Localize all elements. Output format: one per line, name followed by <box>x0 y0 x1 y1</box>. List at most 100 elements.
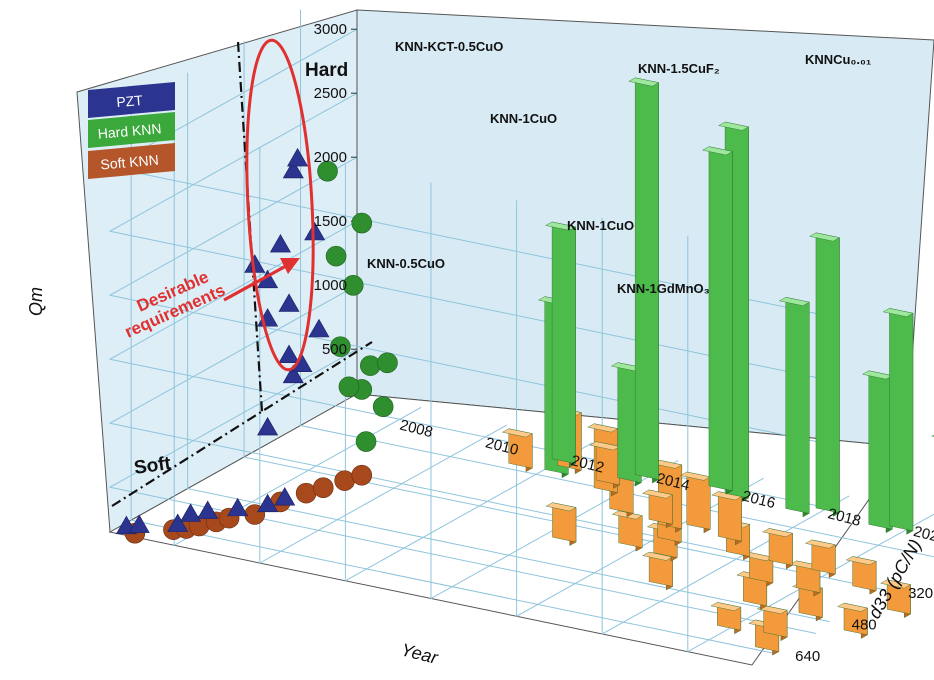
z-tick-label: 500 <box>322 341 347 358</box>
pzt-point <box>128 514 150 533</box>
soft-knn-bar <box>762 528 794 570</box>
z-axis-title: Qm <box>26 287 46 316</box>
hard-knn-bar-top <box>628 77 660 87</box>
pzt-point <box>278 293 300 312</box>
pzt-point <box>278 344 300 363</box>
legend-swatch <box>88 82 175 118</box>
z-gridline <box>108 284 817 570</box>
x-axis-title: Year <box>399 639 441 668</box>
pzt-point <box>269 234 291 253</box>
soft-knn-bar-top <box>845 556 877 566</box>
pzt-point <box>257 416 279 436</box>
pzt-point <box>227 497 249 517</box>
soft-knn-bar <box>545 502 577 546</box>
pzt-point <box>282 364 304 384</box>
soft-knn-bar-top <box>642 551 674 561</box>
desirable-arrow <box>223 264 287 302</box>
hard-knn-bar <box>882 308 914 535</box>
pzt-point <box>274 487 296 506</box>
hard-knn-bar <box>702 146 734 495</box>
desirable-ellipse <box>245 38 315 372</box>
soft-knn-bar-top <box>642 489 674 499</box>
z-tick-label: 1500 <box>314 213 347 230</box>
bar-label: KNN-0.5CuO <box>367 256 445 271</box>
hard-knn-point <box>330 336 351 357</box>
soft-knn-bar-top <box>837 602 869 612</box>
soft-knn-bar <box>711 491 743 546</box>
hard-knn-bar-front <box>785 297 810 514</box>
hard-knn-point <box>355 431 377 452</box>
bar-label: KNN-1CuO <box>567 218 634 233</box>
z-gridline <box>108 156 817 442</box>
hard-knn-bar <box>545 221 577 468</box>
z-gridline <box>108 92 817 378</box>
legend-swatch <box>88 143 175 179</box>
soft-knn-bar <box>742 552 774 587</box>
x-gridline <box>173 129 422 547</box>
y-gridline <box>130 104 774 654</box>
hard-knn-bar <box>778 297 810 518</box>
hard-knn-bar-front <box>634 77 659 480</box>
z-gridline <box>108 348 817 634</box>
hard-knn-point <box>338 376 360 398</box>
pzt-point <box>308 318 330 338</box>
soft-knn-bar <box>804 539 836 579</box>
hard-knn-bar-top <box>702 146 734 156</box>
legend-label: Hard KNN <box>97 120 162 141</box>
y-tick-label: 480 <box>852 617 877 634</box>
soft-knn-bar-top <box>880 579 912 589</box>
soft-knn-bar-top <box>589 441 621 451</box>
z-tick-label: 2000 <box>314 149 347 166</box>
hard-knn-point <box>377 352 398 374</box>
x-gridline <box>430 182 679 600</box>
hard-knn-point <box>317 160 338 182</box>
hard-knn-bar-top <box>809 232 841 242</box>
soft-knn-bar <box>501 428 533 473</box>
hard-knn-bar-top <box>882 308 914 317</box>
hard-knn-point <box>351 212 373 234</box>
hard-knn-bar-top <box>545 221 577 231</box>
soft-knn-bar-top <box>587 423 619 433</box>
hard-knn-bar-top <box>861 370 893 380</box>
soft-knn-bar-top <box>710 602 742 611</box>
soft-knn-bar <box>710 602 742 635</box>
hard-knn-bar-front <box>551 221 576 464</box>
desirable-arrowhead <box>280 258 300 274</box>
data-marks <box>88 38 934 656</box>
soft-knn-point <box>351 464 373 486</box>
soft-knn-point <box>312 477 334 499</box>
soft-knn-bar-top <box>679 471 711 481</box>
soft-knn-bar <box>837 602 869 639</box>
bar-label: KNNCu₀.₀₁ <box>805 52 871 67</box>
soft-knn-bar-top <box>501 428 533 438</box>
soft-knn-bar <box>845 556 877 595</box>
hard-knn-bar-front <box>815 232 840 514</box>
legend-swatch <box>88 112 175 148</box>
pzt-point <box>197 500 219 519</box>
y-gridline <box>187 72 830 623</box>
bar-label: KNN-1GdMnO₃ <box>617 281 710 296</box>
pzt-point <box>180 503 202 522</box>
y-tick-label: 320 <box>908 585 933 602</box>
soft-knn-bar-top <box>756 605 788 615</box>
pzt-point <box>304 221 326 241</box>
hard-knn-bar-top <box>778 297 810 306</box>
z-tick-label: 2500 <box>314 85 347 102</box>
hard-knn-point <box>342 274 364 296</box>
hard-knn-point <box>372 396 394 417</box>
region-label-soft: Soft <box>133 453 173 479</box>
hard-knn-bar-front <box>708 146 733 491</box>
hard-knn-point <box>360 355 381 376</box>
y-tick-label: 640 <box>795 648 820 665</box>
x-gridline <box>601 217 850 635</box>
x-gridline <box>344 164 593 582</box>
soft-knn-bar <box>611 510 643 552</box>
soft-knn-bar-top <box>804 539 836 549</box>
hard-knn-bar-front <box>868 370 893 530</box>
soft-knn-bar <box>642 551 674 591</box>
pzt-point <box>287 147 309 167</box>
bar-label: KNN-1.5CuF₂ <box>638 61 720 76</box>
pzt-point <box>167 513 189 532</box>
